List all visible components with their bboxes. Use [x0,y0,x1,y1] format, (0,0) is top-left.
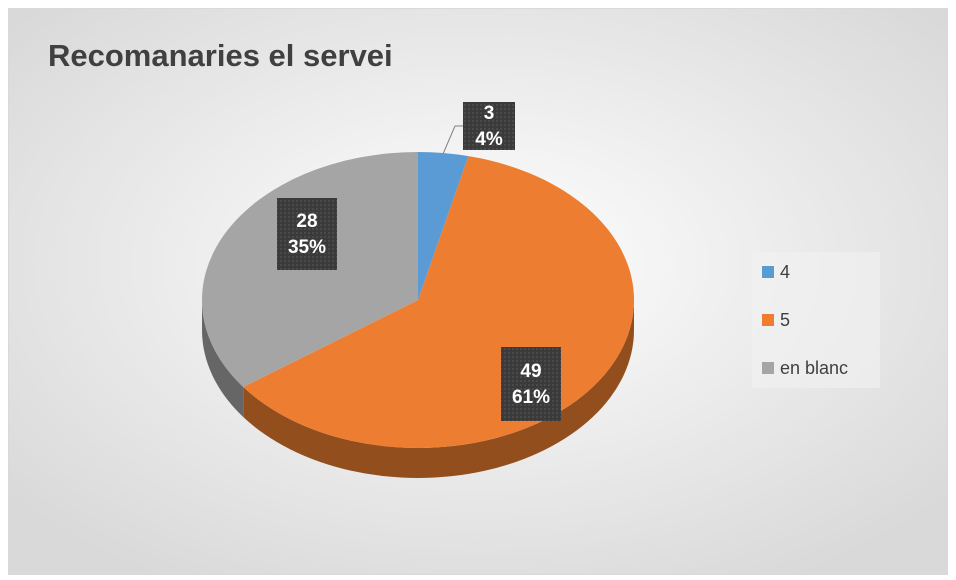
chart-title: Recomanaries el servei [48,38,393,73]
legend-label: en blanc [780,358,848,378]
data-label-value: 49 [520,361,541,382]
legend-swatch [762,314,774,326]
legend-swatch [762,362,774,374]
legend-label: 4 [780,262,790,282]
data-label-value: 3 [484,103,495,124]
legend-label: 5 [780,310,790,330]
data-label-percent: 61% [512,387,550,408]
data-label-percent: 35% [288,237,326,258]
leader-line [442,125,463,154]
slice-side [243,300,635,478]
data-label-box [501,347,561,421]
slice-side [202,300,244,417]
legend-swatch [762,266,774,278]
data-label-percent: 4% [475,129,503,150]
data-label-box [463,102,515,150]
data-label-value: 28 [296,211,317,232]
slice [418,152,469,300]
data-label-box [277,198,337,270]
